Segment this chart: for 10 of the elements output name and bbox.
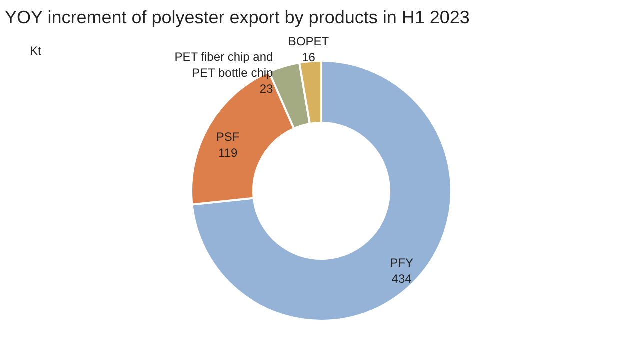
slice-label: PFY (390, 256, 414, 270)
data-label: 119 (218, 146, 238, 160)
text: Kt (30, 44, 42, 58)
data-label: 23 (260, 82, 274, 96)
chart-title: YOY increment of polyester export by products in H1 2023 (5, 8, 470, 28)
slice-label: PET fiber chip and PET bottle chip (174, 50, 274, 80)
data-label: 434 (392, 272, 412, 286)
slice-label: PSF (216, 130, 240, 144)
data-label: 16 (302, 50, 316, 65)
slice-label: BOPET (288, 34, 330, 49)
